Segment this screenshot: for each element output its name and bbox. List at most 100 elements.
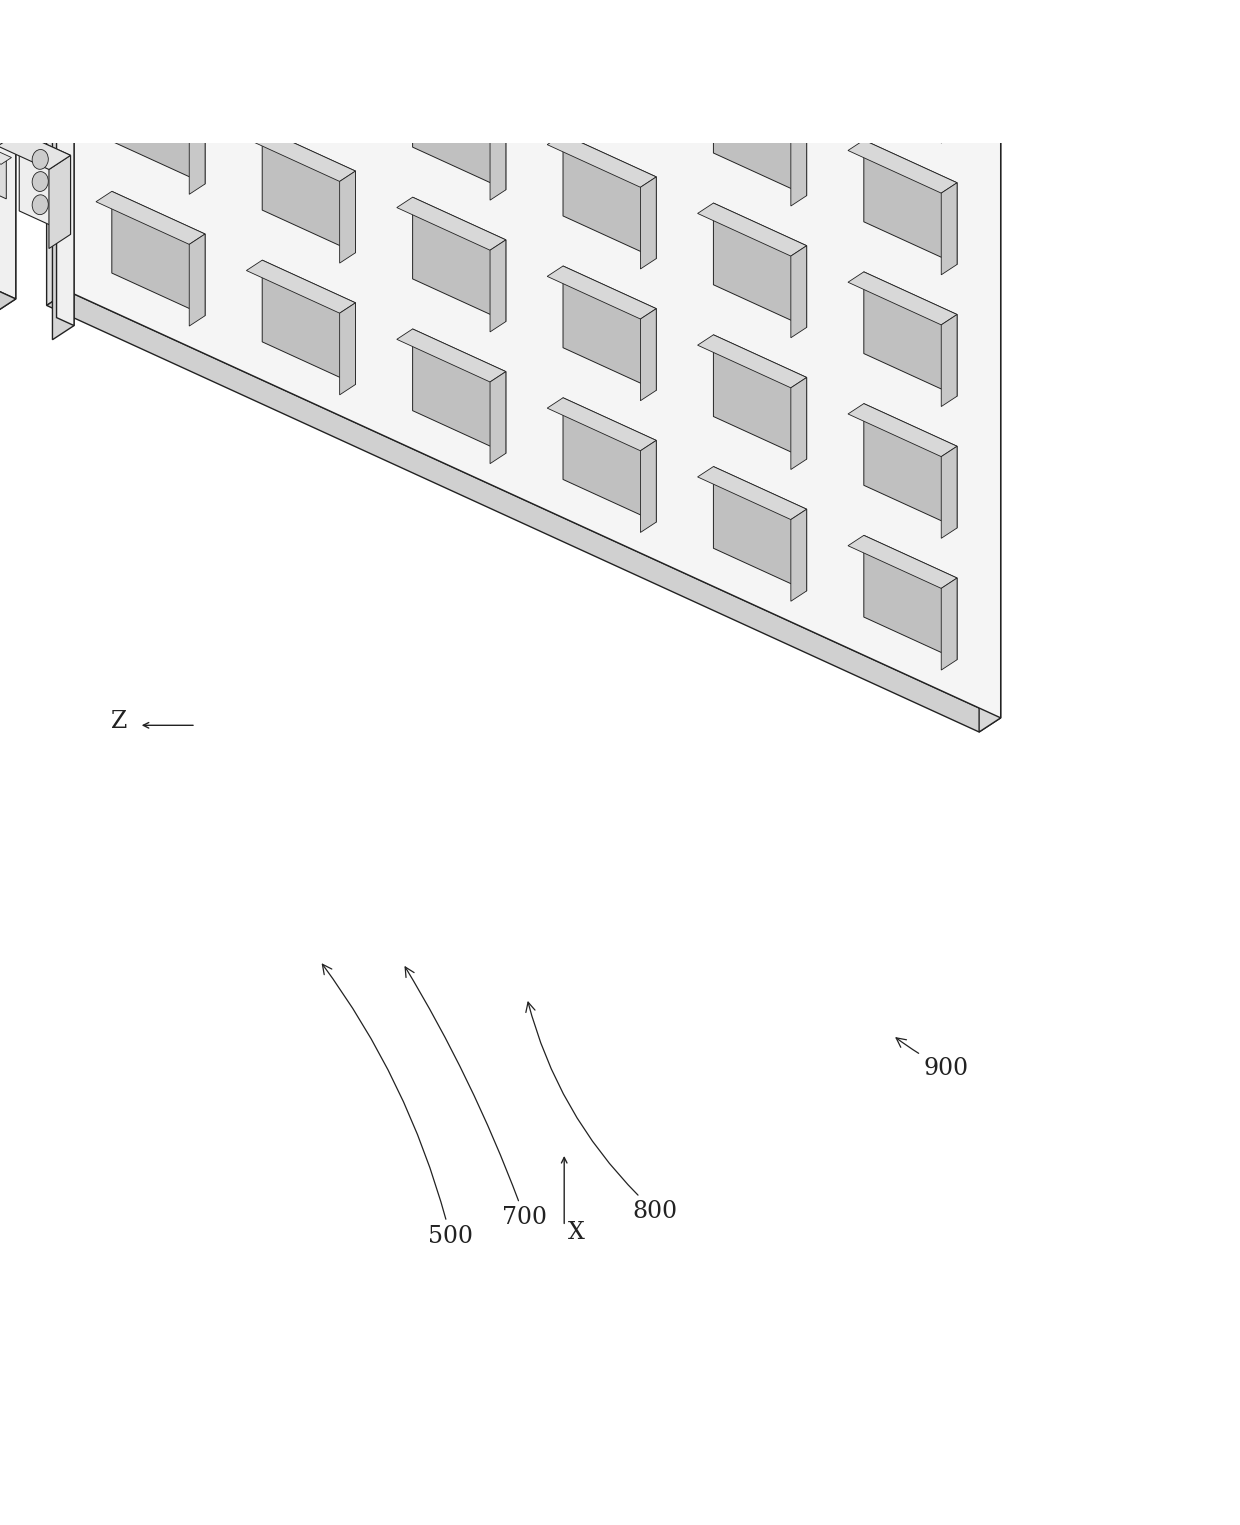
Polygon shape bbox=[698, 203, 807, 256]
Polygon shape bbox=[0, 140, 6, 198]
Polygon shape bbox=[247, 0, 356, 50]
Polygon shape bbox=[262, 0, 356, 120]
Text: Z: Z bbox=[110, 711, 128, 734]
Polygon shape bbox=[713, 203, 807, 328]
Polygon shape bbox=[791, 0, 807, 75]
Polygon shape bbox=[713, 336, 807, 459]
Polygon shape bbox=[864, 140, 957, 264]
Ellipse shape bbox=[32, 195, 48, 215]
Polygon shape bbox=[563, 265, 656, 390]
Polygon shape bbox=[640, 308, 656, 401]
Polygon shape bbox=[640, 441, 656, 532]
Polygon shape bbox=[490, 108, 506, 200]
Polygon shape bbox=[262, 128, 356, 253]
Polygon shape bbox=[563, 134, 656, 259]
Polygon shape bbox=[48, 156, 71, 249]
Polygon shape bbox=[340, 171, 356, 264]
Polygon shape bbox=[713, 0, 807, 64]
Polygon shape bbox=[563, 398, 656, 522]
Polygon shape bbox=[47, 0, 68, 305]
Polygon shape bbox=[340, 40, 356, 131]
Text: 700: 700 bbox=[405, 967, 547, 1229]
Polygon shape bbox=[547, 265, 656, 319]
Polygon shape bbox=[95, 191, 205, 244]
Polygon shape bbox=[864, 271, 957, 396]
Ellipse shape bbox=[0, 111, 2, 120]
Polygon shape bbox=[413, 197, 506, 322]
Ellipse shape bbox=[32, 149, 48, 169]
Polygon shape bbox=[941, 578, 957, 669]
Polygon shape bbox=[95, 59, 205, 113]
Polygon shape bbox=[713, 72, 807, 195]
Text: 900: 900 bbox=[897, 1039, 968, 1080]
Polygon shape bbox=[791, 246, 807, 337]
Polygon shape bbox=[698, 336, 807, 387]
Polygon shape bbox=[0, 137, 11, 165]
Polygon shape bbox=[57, 0, 74, 325]
Ellipse shape bbox=[0, 104, 2, 113]
Polygon shape bbox=[791, 378, 807, 470]
Polygon shape bbox=[0, 131, 71, 169]
Polygon shape bbox=[848, 404, 957, 456]
Polygon shape bbox=[941, 314, 957, 407]
Polygon shape bbox=[190, 102, 205, 194]
Polygon shape bbox=[112, 191, 205, 316]
Polygon shape bbox=[0, 0, 16, 313]
Polygon shape bbox=[547, 398, 656, 451]
Polygon shape bbox=[190, 0, 205, 63]
Polygon shape bbox=[941, 183, 957, 274]
Polygon shape bbox=[397, 197, 506, 250]
Polygon shape bbox=[52, 0, 74, 340]
Polygon shape bbox=[0, 0, 16, 299]
Ellipse shape bbox=[32, 172, 48, 192]
Polygon shape bbox=[640, 177, 656, 268]
Polygon shape bbox=[640, 46, 656, 137]
Polygon shape bbox=[247, 128, 356, 181]
Polygon shape bbox=[864, 404, 957, 528]
Polygon shape bbox=[547, 3, 656, 55]
Text: 800: 800 bbox=[526, 1002, 677, 1223]
Text: 500: 500 bbox=[322, 964, 472, 1247]
Polygon shape bbox=[48, 0, 71, 32]
Polygon shape bbox=[864, 535, 957, 660]
Polygon shape bbox=[397, 329, 506, 381]
Ellipse shape bbox=[0, 107, 2, 116]
Polygon shape bbox=[713, 467, 807, 590]
Polygon shape bbox=[112, 59, 205, 185]
Text: X: X bbox=[568, 1222, 585, 1244]
Polygon shape bbox=[413, 329, 506, 453]
Polygon shape bbox=[262, 261, 356, 384]
Polygon shape bbox=[640, 0, 656, 6]
Polygon shape bbox=[413, 0, 506, 58]
Polygon shape bbox=[190, 233, 205, 326]
Polygon shape bbox=[340, 303, 356, 395]
Polygon shape bbox=[791, 114, 807, 206]
Polygon shape bbox=[413, 66, 506, 189]
Polygon shape bbox=[698, 72, 807, 125]
Polygon shape bbox=[848, 140, 957, 194]
Polygon shape bbox=[20, 0, 71, 18]
Polygon shape bbox=[864, 8, 957, 133]
Polygon shape bbox=[698, 467, 807, 520]
Polygon shape bbox=[490, 239, 506, 332]
Polygon shape bbox=[848, 8, 957, 61]
Polygon shape bbox=[547, 134, 656, 188]
Polygon shape bbox=[848, 535, 957, 589]
Polygon shape bbox=[397, 66, 506, 119]
Polygon shape bbox=[20, 131, 71, 235]
Polygon shape bbox=[941, 0, 957, 11]
Polygon shape bbox=[980, 0, 1001, 732]
Polygon shape bbox=[791, 509, 807, 601]
Ellipse shape bbox=[0, 67, 14, 114]
Polygon shape bbox=[112, 0, 205, 52]
Polygon shape bbox=[490, 0, 506, 69]
Polygon shape bbox=[0, 284, 16, 313]
Polygon shape bbox=[563, 3, 656, 127]
Polygon shape bbox=[0, 108, 12, 145]
Polygon shape bbox=[941, 447, 957, 538]
Polygon shape bbox=[247, 261, 356, 313]
Polygon shape bbox=[47, 291, 1001, 732]
Polygon shape bbox=[848, 271, 957, 325]
Polygon shape bbox=[941, 50, 957, 143]
Polygon shape bbox=[68, 0, 1001, 718]
